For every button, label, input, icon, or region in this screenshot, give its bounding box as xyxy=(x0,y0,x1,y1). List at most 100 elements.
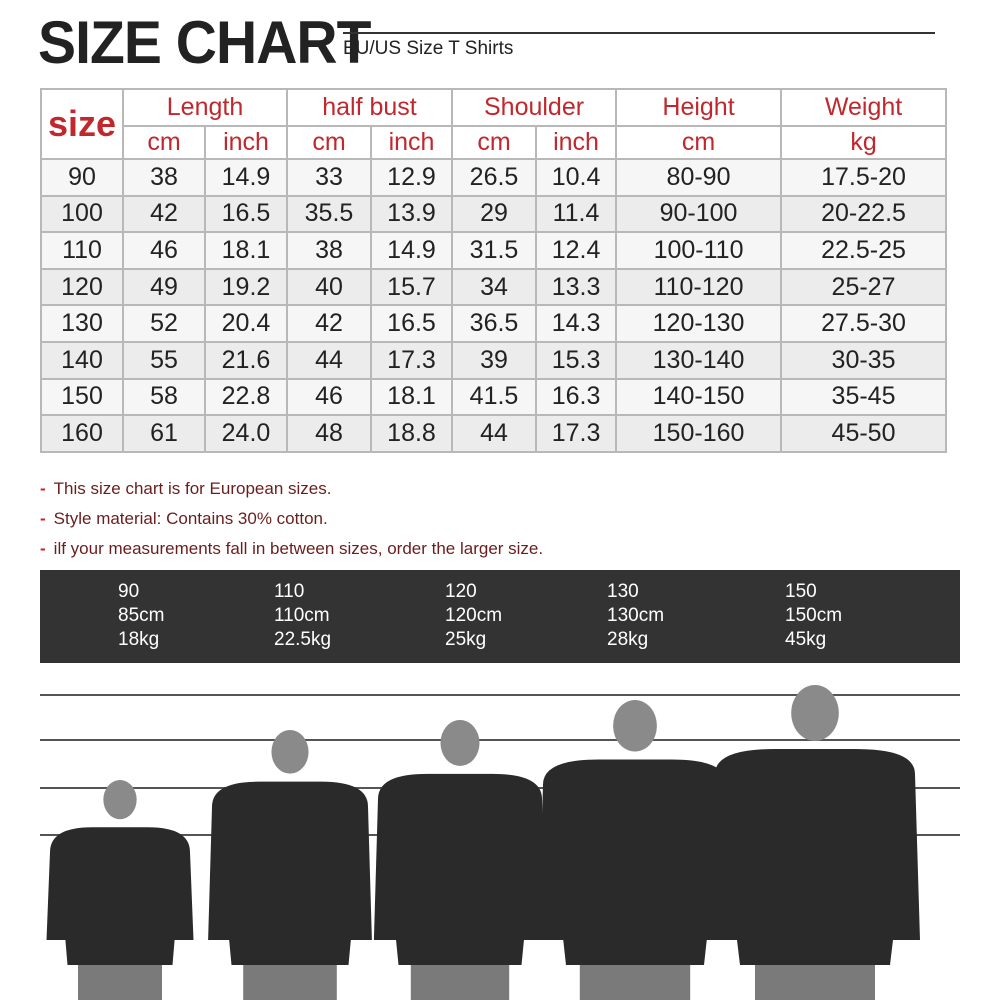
table-cell: 46 xyxy=(122,231,206,270)
table-cell: 12.9 xyxy=(369,158,454,197)
table-cell: 40 xyxy=(286,267,372,307)
note-item: - This size chart is for European sizes. xyxy=(40,479,332,498)
notes: - This size chart is for European sizes. … xyxy=(40,478,543,568)
note-item: - Style material: Contains 30% cotton. xyxy=(40,509,328,528)
table-cell: 61 xyxy=(122,414,206,453)
table-cell: 22.8 xyxy=(204,377,288,417)
header-half-bust: half bust xyxy=(285,88,454,127)
table-cell: 15.7 xyxy=(369,267,454,307)
table-cell: 35.5 xyxy=(286,194,372,234)
table-cell: 55 xyxy=(122,340,206,380)
table-cell: 160 xyxy=(40,414,124,453)
table-cell: 17.3 xyxy=(369,340,454,380)
size-table: size Length half bust Shoulder Height We… xyxy=(40,88,948,453)
model-info: 90 85cm 18kg xyxy=(118,581,165,650)
table-cell: 16.3 xyxy=(535,377,618,417)
header-height: Height xyxy=(615,88,783,127)
table-cell: 30-35 xyxy=(780,340,948,380)
person-silhouette xyxy=(46,780,194,1000)
table-cell: 42 xyxy=(286,304,372,343)
table-cell: 38 xyxy=(286,231,372,270)
table-cell: 42 xyxy=(122,194,206,234)
table-cell: 58 xyxy=(122,377,206,417)
table-cell: 27.5-30 xyxy=(780,304,948,343)
table-cell: 90 xyxy=(40,158,124,197)
table-cell: 120-130 xyxy=(615,304,783,343)
table-row: 120 49 19.2 40 15.7 34 13.3 110-120 25-27 xyxy=(40,267,948,307)
model-info: 110 110cm 22.5kg xyxy=(274,581,332,650)
model-info-band: 90 85cm 18kg 110 110cm 22.5kg 120 120cm 25kg 1… xyxy=(40,570,960,663)
model-info: 130 130cm 28kg xyxy=(607,581,665,650)
table-cell: 44 xyxy=(451,414,538,453)
table-row: 160 61 24.0 48 18.8 44 17.3 150-160 45-50 xyxy=(40,414,948,453)
table-cell: 45-50 xyxy=(780,414,948,453)
table-cell: 20.4 xyxy=(204,304,288,343)
table-cell: 12.4 xyxy=(535,231,618,270)
table-cell: 41.5 xyxy=(451,377,538,417)
table-row: 110 46 18.1 38 14.9 31.5 12.4 100-110 22.5-25 xyxy=(40,231,948,270)
note-text: ilf your measurements fall in between si… xyxy=(53,539,544,558)
unit-cell: inch xyxy=(204,125,288,160)
table-cell: 49 xyxy=(122,267,206,307)
person-silhouette xyxy=(710,685,920,1000)
table-cell: 25-27 xyxy=(780,267,948,307)
table-row: 140 55 21.6 44 17.3 39 15.3 130-140 30-35 xyxy=(40,340,948,380)
unit-cell: cm xyxy=(451,125,538,160)
table-row: 130 52 20.4 42 16.5 36.5 14.3 120-130 27.5-30 xyxy=(40,304,948,343)
table-cell: 14.9 xyxy=(204,158,288,197)
table-cell: 39 xyxy=(451,340,538,380)
unit-cell: kg xyxy=(780,125,948,160)
person-silhouette xyxy=(373,720,547,1000)
note-item: - ilf your measurements fall in between s… xyxy=(40,539,544,558)
unit-cell: inch xyxy=(535,125,618,160)
table-cell: 46 xyxy=(286,377,372,417)
note-text: This size chart is for European sizes. xyxy=(53,479,332,498)
unit-cell: inch xyxy=(369,125,454,160)
unit-cell: cm xyxy=(615,125,783,160)
table-cell: 19.2 xyxy=(204,267,288,307)
table-cell: 150-160 xyxy=(615,414,783,453)
table-cell: 44 xyxy=(286,340,372,380)
table-row: 100 42 16.5 35.5 13.9 29 11.4 90-100 20-22.5 xyxy=(40,194,948,234)
table-cell: 38 xyxy=(122,158,206,197)
divider xyxy=(343,32,935,34)
table-cell: 15.3 xyxy=(535,340,618,380)
unit-cell: cm xyxy=(286,125,372,160)
table-cell: 80-90 xyxy=(615,158,783,197)
table-cell: 14.9 xyxy=(369,231,454,270)
size-header: size xyxy=(40,88,124,160)
table-cell: 100 xyxy=(40,194,124,234)
table-cell: 29 xyxy=(451,194,538,234)
table-cell: 130 xyxy=(40,304,124,343)
table-cell: 90-100 xyxy=(615,194,783,234)
table-cell: 150 xyxy=(40,377,124,417)
table-cell: 16.5 xyxy=(204,194,288,234)
table-cell: 13.9 xyxy=(369,194,454,234)
table-cell: 48 xyxy=(286,414,372,453)
table-cell: 18.1 xyxy=(369,377,454,417)
person-silhouette xyxy=(538,700,732,1000)
table-cell: 100-110 xyxy=(615,231,783,270)
table-cell: 17.3 xyxy=(535,414,618,453)
table-cell: 14.3 xyxy=(535,304,618,343)
table-cell: 33 xyxy=(286,158,372,197)
table-cell: 18.8 xyxy=(369,414,454,453)
table-cell: 35-45 xyxy=(780,377,948,417)
table-cell: 36.5 xyxy=(451,304,538,343)
table-cell: 16.5 xyxy=(369,304,454,343)
header-shoulder: Shoulder xyxy=(451,88,618,127)
header-length: Length xyxy=(122,88,288,127)
header-weight: Weight xyxy=(780,88,948,127)
table-cell: 110 xyxy=(40,231,124,270)
table-cell: 21.6 xyxy=(204,340,288,380)
table-cell: 20-22.5 xyxy=(780,194,948,234)
table-cell: 10.4 xyxy=(535,158,618,197)
table-row: 90 38 14.9 33 12.9 26.5 10.4 80-90 17.5-20 xyxy=(40,158,948,197)
table-cell: 52 xyxy=(122,304,206,343)
model-info: 150 150cm 45kg xyxy=(785,581,843,650)
table-cell: 120 xyxy=(40,267,124,307)
table-cell: 140-150 xyxy=(615,377,783,417)
table-row: 150 58 22.8 46 18.1 41.5 16.3 140-150 35-45 xyxy=(40,377,948,417)
person-silhouette xyxy=(208,730,372,1000)
table-cell: 26.5 xyxy=(451,158,538,197)
